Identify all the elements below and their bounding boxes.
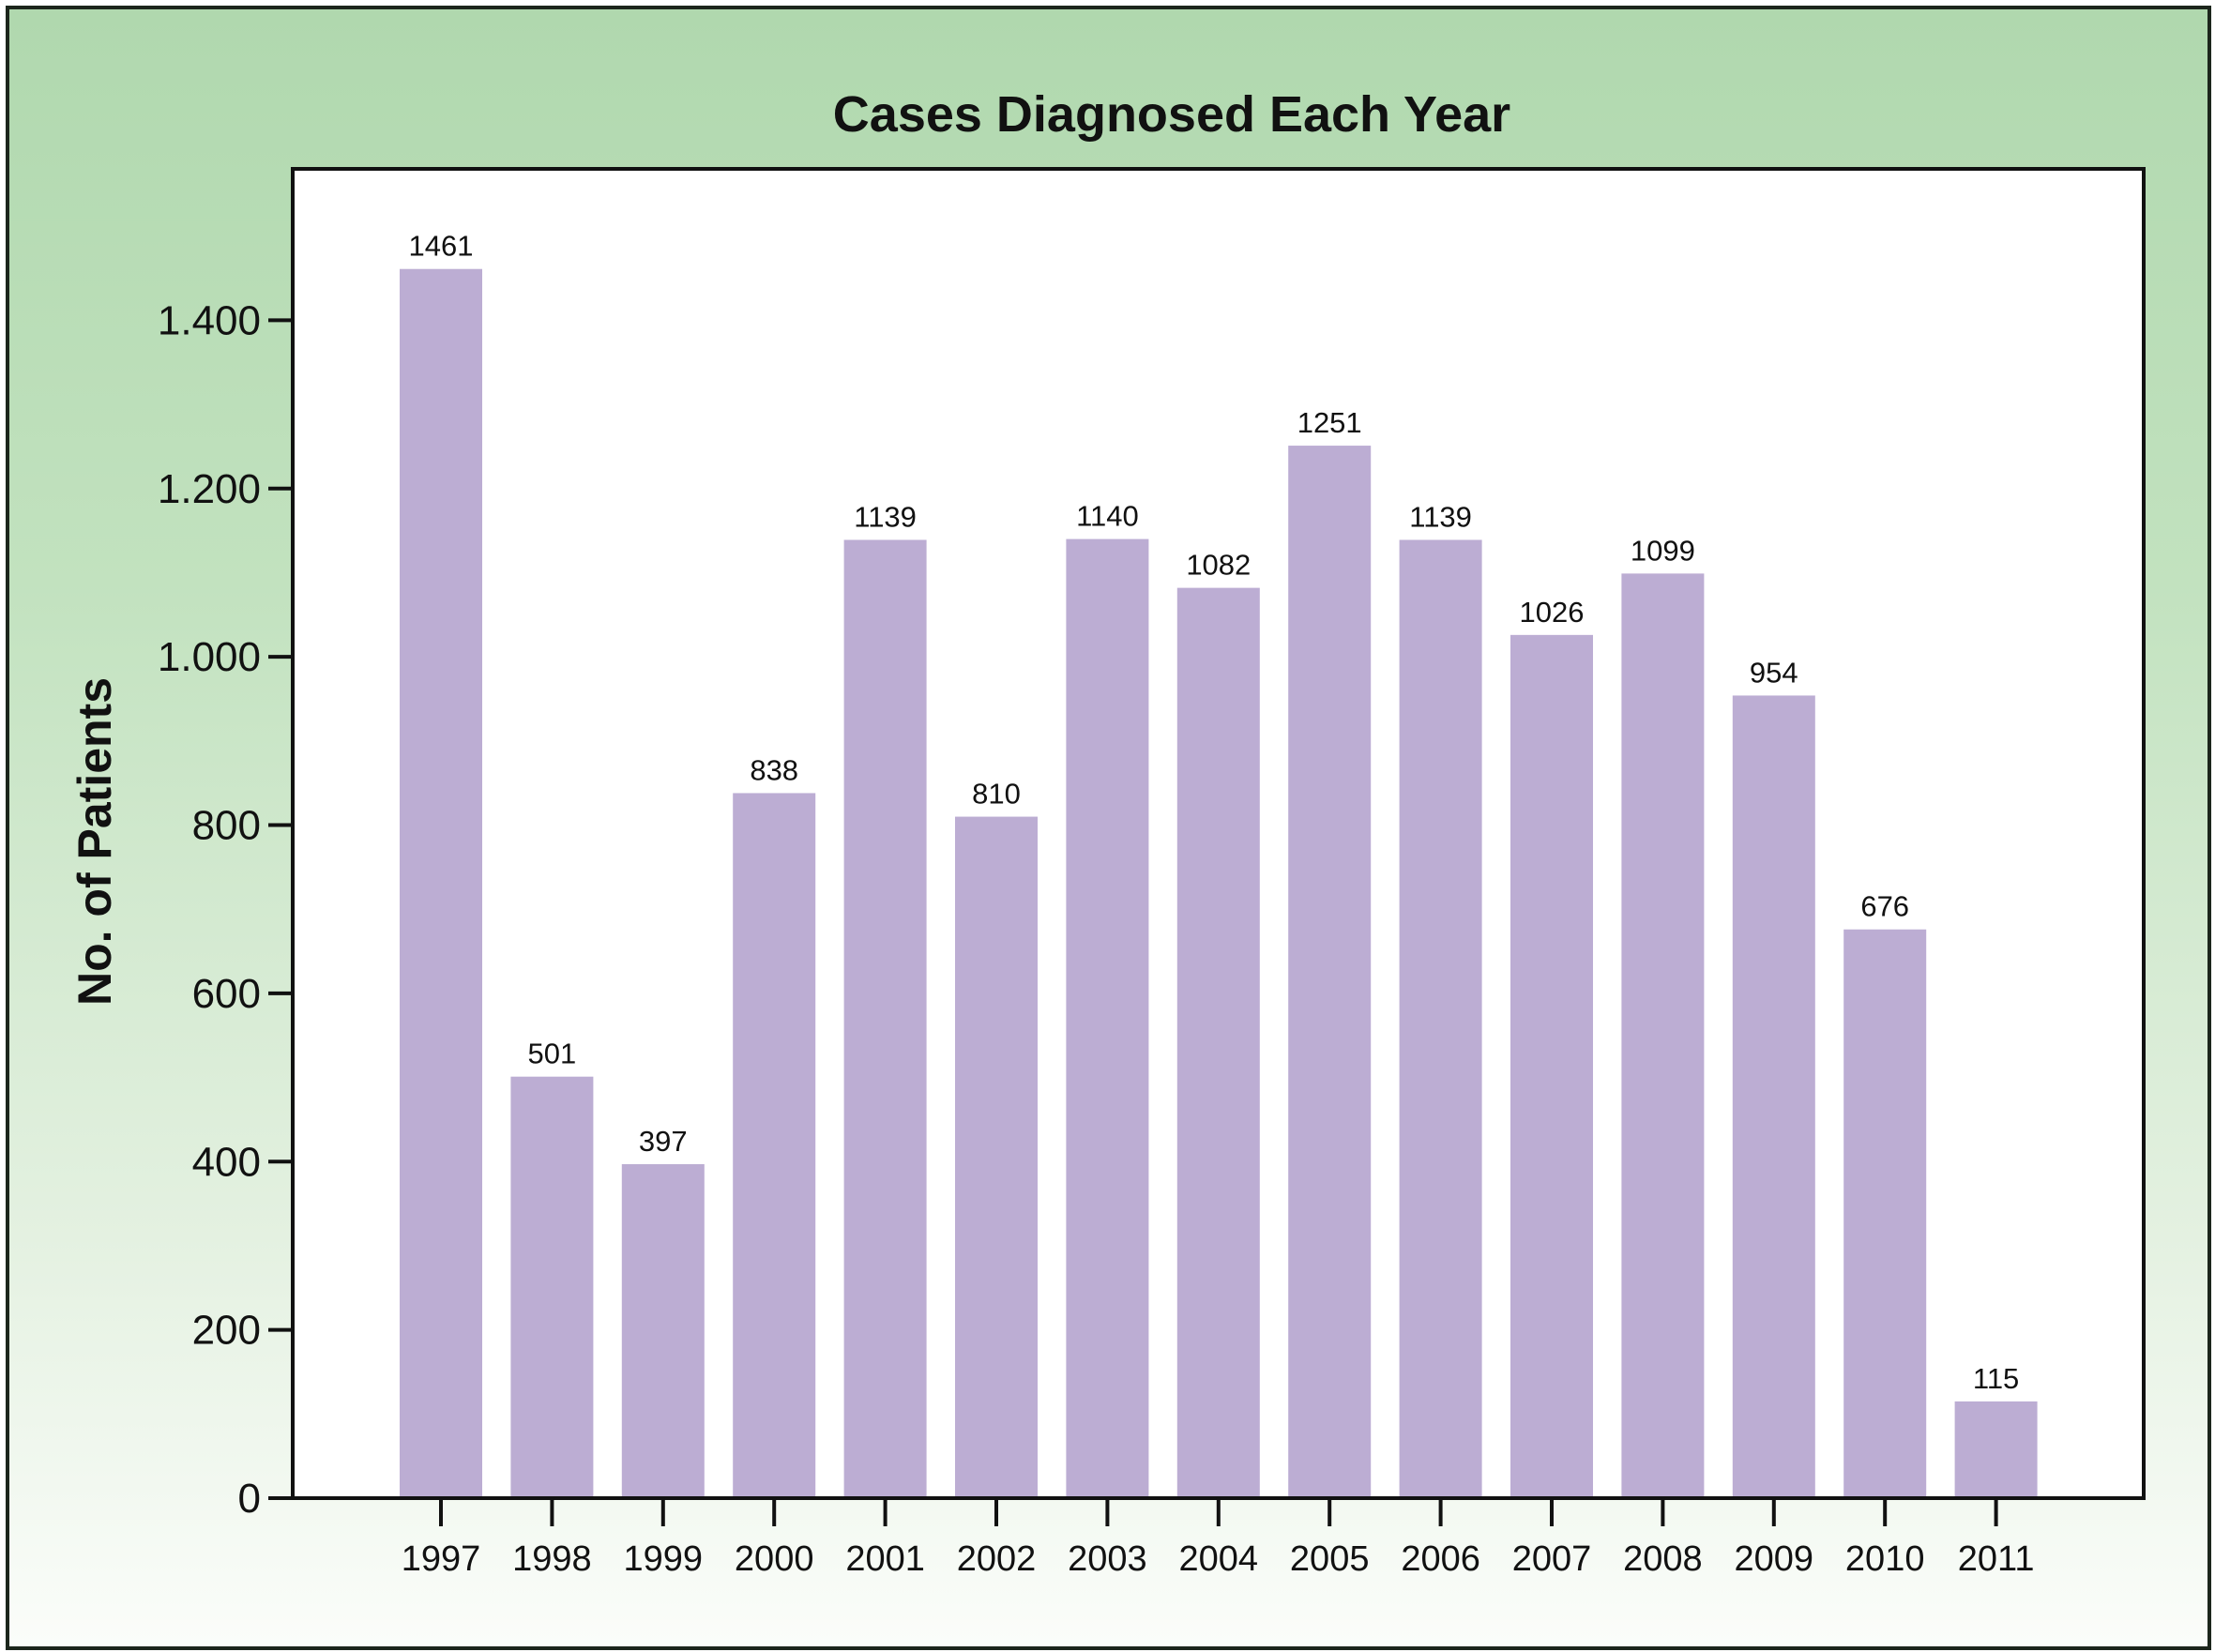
x-tick-label: 2003 — [1068, 1539, 1147, 1579]
x-tick-label: 2011 — [1958, 1539, 2035, 1579]
bar-2008 — [1621, 573, 1705, 1496]
x-tick-label: 2005 — [1290, 1539, 1370, 1579]
y-tick-label: 200 — [192, 1308, 261, 1354]
data-label: 1139 — [854, 501, 917, 534]
x-tick-label: 2006 — [1401, 1539, 1480, 1579]
x-tick-label: 2001 — [845, 1539, 925, 1579]
y-tick-label: 800 — [192, 803, 261, 849]
y-tick-label: 0 — [238, 1476, 261, 1522]
bar-2011 — [1954, 1401, 2038, 1496]
data-label: 954 — [1750, 656, 1798, 689]
bar-2010 — [1843, 929, 1927, 1496]
bar-2005 — [1288, 446, 1372, 1497]
x-tick-label: 1998 — [512, 1539, 592, 1579]
bar-1998 — [510, 1076, 594, 1496]
bar-2002 — [955, 816, 1038, 1496]
x-tick-label: 2008 — [1623, 1539, 1703, 1579]
x-tick-label: 2000 — [735, 1539, 814, 1579]
data-label: 1099 — [1631, 534, 1695, 567]
bar-2004 — [1176, 587, 1260, 1496]
data-label: 1139 — [1409, 501, 1472, 534]
y-tick-label: 1.400 — [158, 297, 261, 343]
x-tick-label: 1999 — [624, 1539, 704, 1579]
data-label: 810 — [972, 778, 1021, 811]
y-tick-label: 600 — [192, 971, 261, 1017]
data-label: 397 — [639, 1125, 688, 1158]
x-tick-label: 2002 — [957, 1539, 1037, 1579]
y-axis-label: No. of Patients — [68, 677, 121, 1006]
x-tick-label: 1997 — [402, 1539, 481, 1579]
bar-2007 — [1510, 634, 1593, 1496]
y-tick-label: 400 — [192, 1139, 261, 1185]
bar-2009 — [1732, 695, 1815, 1496]
data-label: 501 — [528, 1038, 577, 1070]
bar-2003 — [1066, 538, 1149, 1496]
data-label: 1082 — [1186, 549, 1251, 582]
x-tick-label: 2007 — [1512, 1539, 1592, 1579]
chart-title: Cases Diagnosed Each Year — [833, 86, 1510, 143]
bar-2001 — [843, 539, 927, 1496]
x-tick-label: 2004 — [1179, 1539, 1259, 1579]
x-tick-label: 2010 — [1845, 1539, 1925, 1579]
bar-2000 — [733, 793, 816, 1496]
y-tick-label: 1.000 — [158, 634, 261, 680]
data-label: 1461 — [409, 230, 474, 263]
x-tick-label: 2009 — [1735, 1539, 1814, 1579]
data-label: 1251 — [1297, 406, 1362, 439]
bar-1999 — [621, 1163, 705, 1496]
data-label: 676 — [1860, 890, 1909, 923]
bar-1997 — [400, 268, 482, 1497]
data-label: 838 — [750, 753, 798, 786]
data-label: 1026 — [1520, 596, 1585, 629]
data-label: 1140 — [1076, 500, 1139, 533]
bar-2006 — [1399, 539, 1482, 1496]
y-tick-label: 1.200 — [158, 466, 261, 512]
data-label: 115 — [1973, 1362, 2019, 1395]
